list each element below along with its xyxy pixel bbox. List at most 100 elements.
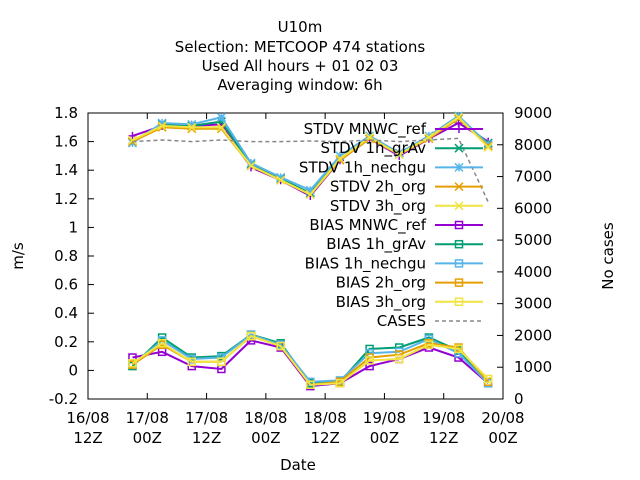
legend-item: CASES — [377, 312, 483, 330]
x-tick-label: 19/08 — [363, 409, 406, 427]
x-tick-label: 12Z — [310, 429, 339, 447]
x-tick-label: 17/08 — [185, 409, 228, 427]
y2-tick-label: 6000 — [514, 199, 552, 217]
legend-item: STDV 2h_org — [330, 178, 483, 197]
point-marker — [454, 220, 464, 230]
series-line — [131, 334, 489, 386]
point-marker — [424, 131, 434, 141]
point-marker — [216, 112, 226, 122]
legend-label: BIAS 1h_grAv — [326, 235, 426, 254]
legend-item: STDV 1h_grAv — [321, 139, 483, 158]
point-marker — [424, 340, 434, 349]
point-marker — [216, 122, 226, 132]
point-marker — [454, 162, 464, 172]
point-marker — [305, 189, 315, 200]
legend-item: STDV 1h_nechgu — [299, 158, 483, 177]
point-marker — [306, 380, 315, 389]
point-marker — [394, 148, 404, 158]
y-tick-label: 0 — [68, 361, 78, 379]
legend-label: STDV MNWC_ref — [304, 120, 427, 139]
y-tick-label: 1.4 — [54, 161, 78, 179]
point-marker — [127, 135, 137, 145]
point-marker — [454, 239, 464, 249]
point-marker — [246, 161, 256, 171]
point-marker — [335, 379, 345, 388]
point-marker — [187, 124, 197, 134]
x-tick-label: 19/08 — [422, 409, 465, 427]
legend-label: STDV 3h_org — [330, 197, 426, 216]
point-marker — [157, 338, 167, 348]
series-4 — [127, 112, 493, 200]
legend-item: BIAS 1h_grAv — [326, 235, 483, 254]
legend-label: CASES — [377, 312, 426, 330]
series-9 — [128, 331, 493, 389]
point-marker — [365, 361, 374, 371]
y-tick-label: 0.6 — [54, 276, 78, 294]
legend-label: BIAS 2h_org — [336, 274, 426, 293]
y-tick-label: 1.6 — [54, 133, 78, 151]
point-marker — [454, 344, 463, 354]
title-line-1: U10m — [278, 18, 323, 36]
point-marker — [394, 149, 404, 160]
point-marker — [454, 111, 464, 121]
point-marker — [187, 357, 196, 367]
series-line — [131, 334, 489, 386]
y2-tick-label: 3000 — [514, 295, 552, 313]
point-marker — [128, 131, 137, 140]
point-marker — [246, 158, 256, 168]
y-tick-label: -0.2 — [49, 390, 78, 408]
point-marker — [128, 359, 137, 368]
point-marker — [365, 134, 375, 144]
x-tick-label: 12Z — [73, 429, 102, 447]
title-line-3: Used All hours + 01 02 03 — [202, 57, 399, 75]
x-tick-label: 12Z — [192, 429, 221, 447]
legend-label: STDV 2h_org — [330, 178, 426, 197]
x-tick-label: 12Z — [429, 429, 458, 447]
point-marker — [454, 143, 464, 153]
y2-tick-label: 9000 — [514, 104, 552, 122]
y2-tick-label: 8000 — [514, 136, 552, 154]
x-tick-label: 20/08 — [481, 409, 524, 427]
series-7 — [128, 330, 493, 388]
x-tick-label: 00Z — [133, 429, 162, 447]
y2-tick-label: 7000 — [514, 168, 552, 186]
point-marker — [127, 138, 137, 148]
title-line-4: Averaging window: 6h — [217, 76, 382, 94]
legend-item: STDV 3h_org — [330, 197, 483, 216]
point-marker — [157, 122, 167, 132]
plot-frame — [87, 112, 504, 400]
y-tick-label: 1.8 — [54, 104, 78, 122]
x-tick-label: 17/08 — [126, 409, 169, 427]
x-axis-label: Date — [280, 456, 316, 474]
x-tick-label: 18/08 — [244, 409, 287, 427]
chart-title: U10m Selection: METCOOP 474 stations Use… — [175, 18, 426, 94]
y2-tick-label: 1000 — [514, 358, 552, 376]
legend-item: STDV MNWC_ref — [304, 120, 483, 139]
series-10 — [132, 137, 489, 203]
y2-tick-label: 0 — [514, 390, 524, 408]
y-tick-label: 1.2 — [54, 190, 78, 208]
point-marker — [454, 201, 464, 211]
point-marker — [335, 154, 345, 164]
plot-area: -0.2 0 0.2 0.4 0.6 0.8 1 1.2 1.4 1.6 1.8 0 1000 2000 3… — [49, 104, 552, 447]
legend-label: STDV 1h_nechgu — [299, 158, 426, 177]
point-marker — [276, 172, 286, 182]
point-marker — [187, 119, 197, 129]
point-marker — [454, 112, 464, 122]
point-marker — [305, 185, 315, 195]
legend-item: BIAS 1h_nechgu — [305, 254, 483, 273]
y-tick-label: 0.2 — [54, 333, 78, 351]
point-marker — [187, 122, 197, 132]
y-tick-label: 0.4 — [54, 304, 78, 322]
point-marker — [454, 182, 464, 192]
point-marker — [483, 374, 493, 384]
point-marker — [395, 354, 404, 364]
y2-axis-label: No cases — [599, 222, 617, 290]
y2-tick-label: 5000 — [514, 231, 552, 249]
point-marker — [454, 259, 464, 268]
legend-label: STDV 1h_grAv — [321, 139, 427, 158]
point-marker — [483, 139, 493, 149]
legend-label: BIAS 1h_nechgu — [305, 254, 426, 273]
